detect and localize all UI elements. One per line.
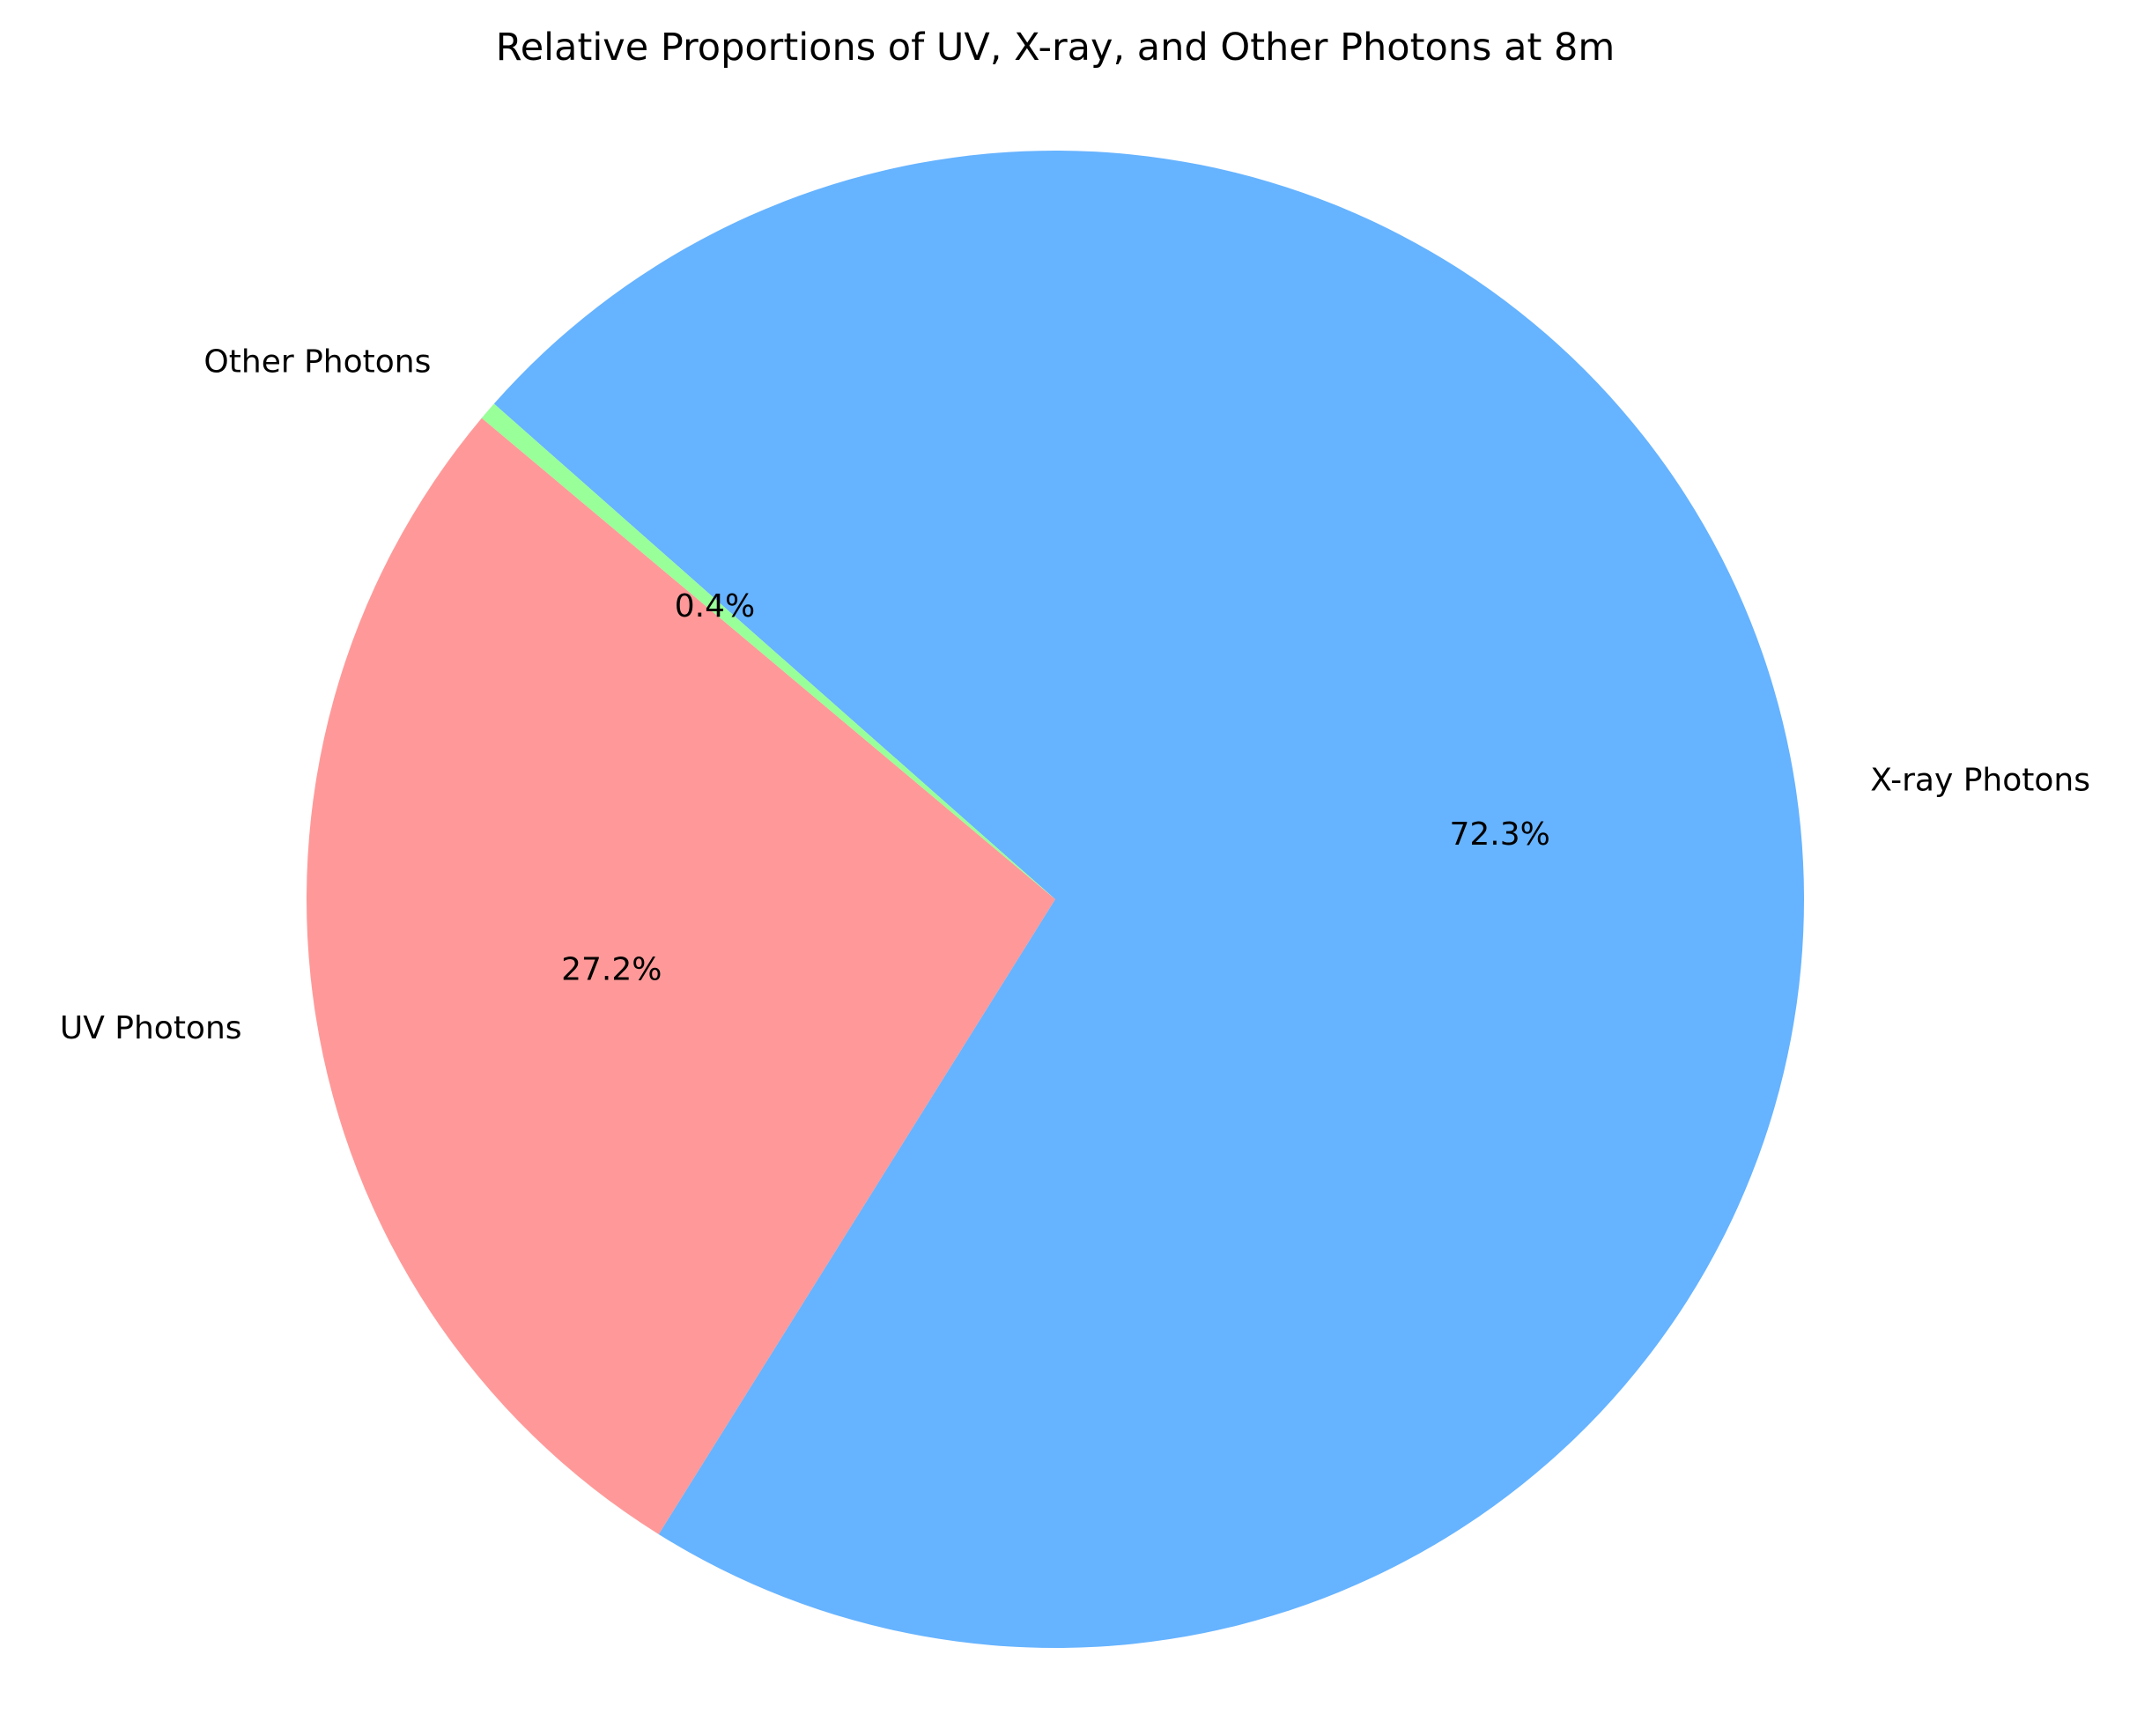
pie-slice-label: X-ray Photons — [1870, 763, 2090, 799]
pie-slice-other-photons — [481, 403, 1055, 899]
pie-percent-label: 27.2% — [561, 951, 662, 987]
pie-percent-label: 0.4% — [675, 588, 755, 624]
pie-labels: 27.2% UV Photons 72.3% X-ray Photons 0.4% Oth… — [60, 344, 2090, 1046]
pie-slice-label: Other Photons — [203, 344, 431, 380]
pie-slice-x-ray-photons — [493, 150, 1805, 1648]
chart-title: Relative Proportions of UV, X-ray, and O… — [496, 26, 1615, 70]
pie-percent-label: 72.3% — [1449, 816, 1549, 853]
pie-slice-uv-photons — [307, 417, 1055, 1534]
pie-slice-label: UV Photons — [60, 1010, 242, 1046]
pie-slices — [307, 150, 1805, 1648]
